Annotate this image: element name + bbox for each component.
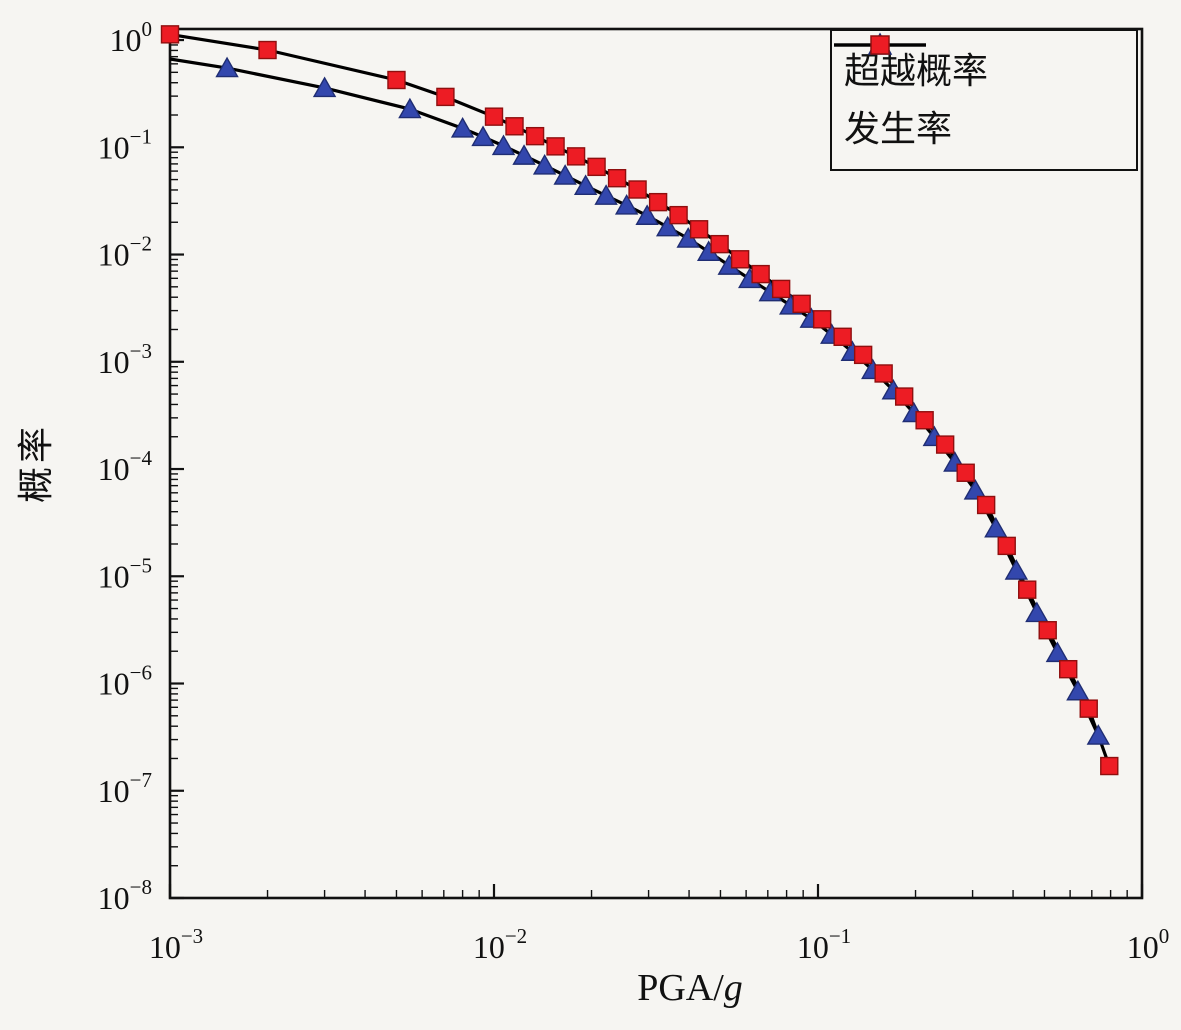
rate-square-marker bbox=[387, 70, 406, 90]
exceedance-triangle-marker bbox=[1045, 641, 1070, 663]
rate-square-marker bbox=[628, 180, 647, 199]
exceedance-triangle-marker bbox=[553, 164, 577, 185]
x-tick-label: 10−1 bbox=[797, 924, 851, 965]
exceedance-triangle-marker bbox=[512, 144, 536, 165]
rate-square-marker bbox=[751, 264, 770, 284]
exceedance-triangle-marker bbox=[594, 184, 618, 205]
rate-square-marker bbox=[607, 168, 627, 188]
x-axis-title-text: PGA/ bbox=[637, 967, 724, 1009]
exceedance-triangle-marker bbox=[1086, 724, 1111, 745]
exceedance-triangle-marker bbox=[471, 125, 495, 147]
rate-square-marker bbox=[976, 495, 996, 515]
exceedance-triangle-marker bbox=[984, 516, 1008, 538]
rate-square-marker bbox=[689, 220, 709, 239]
y-tick-label: 10−8 bbox=[98, 875, 152, 916]
exceedance-triangle-marker bbox=[450, 116, 475, 138]
rate-square-marker bbox=[1038, 621, 1057, 640]
rate-square-marker bbox=[505, 117, 524, 136]
rate-square-marker bbox=[833, 327, 852, 346]
rate-square-marker bbox=[894, 387, 914, 406]
exceedance-triangle-marker bbox=[635, 204, 659, 225]
rate-square-marker bbox=[566, 147, 586, 166]
rate-square-marker bbox=[874, 364, 893, 383]
exceedance-triangle-marker bbox=[963, 479, 988, 500]
rate-square-marker bbox=[812, 310, 832, 329]
rate-square-marker bbox=[436, 87, 455, 107]
exceedance-triangle-marker bbox=[398, 97, 422, 119]
y-axis-title: 概率 bbox=[16, 423, 56, 504]
y-tick-label: 10−1 bbox=[98, 124, 152, 165]
rate-square-marker bbox=[1100, 756, 1119, 776]
exceedance-triangle-marker bbox=[1025, 601, 1049, 623]
exceedance-triangle-marker bbox=[491, 134, 516, 156]
exceedance-triangle-marker bbox=[1004, 559, 1029, 580]
y-tick-label: 100 bbox=[110, 17, 153, 58]
plot-border bbox=[168, 27, 1144, 900]
exceedance-triangle-marker bbox=[532, 153, 557, 175]
rate-square-marker bbox=[669, 205, 688, 225]
x-tick-label: 10−3 bbox=[149, 924, 203, 965]
rate-square-marker bbox=[997, 536, 1016, 556]
x-axis-title: PGA/g bbox=[540, 966, 840, 1010]
legend-label-exceedance: 超越概率 bbox=[844, 51, 989, 91]
x-axis-title-symbol: g bbox=[723, 967, 743, 1009]
y-tick-label: 10−7 bbox=[98, 768, 152, 809]
y-tick-label: 10−3 bbox=[98, 339, 152, 380]
rate-square-marker bbox=[1079, 699, 1098, 718]
x-tick-label: 100 bbox=[1127, 924, 1170, 965]
rate-square-marker bbox=[935, 435, 955, 454]
rate-square-marker bbox=[587, 157, 606, 177]
rate-square-marker bbox=[771, 279, 791, 299]
y-tick-label: 10−2 bbox=[98, 232, 152, 273]
exceedance-triangle-marker bbox=[655, 215, 680, 237]
exceedance-triangle-marker bbox=[1066, 679, 1090, 701]
exceedance-triangle-marker bbox=[614, 194, 639, 215]
rate-square-marker bbox=[710, 234, 729, 254]
exceedance-triangle-marker bbox=[215, 56, 239, 78]
rate-square-marker bbox=[1059, 659, 1078, 679]
rate-square-marker bbox=[648, 192, 668, 212]
y-tick-label: 10−5 bbox=[98, 553, 152, 594]
rate-square-marker bbox=[546, 137, 565, 156]
rate-square-marker bbox=[525, 126, 545, 146]
rate-square-marker bbox=[730, 250, 750, 269]
legend-label-rate: 发生率 bbox=[844, 109, 953, 149]
rate-square-marker bbox=[160, 25, 180, 44]
rate-square-marker bbox=[258, 40, 277, 60]
legend: 超越概率 发生率 bbox=[830, 29, 1138, 171]
legend-square-marker-icon bbox=[834, 35, 926, 55]
rate-square-marker bbox=[484, 107, 504, 126]
y-tick-label: 10−4 bbox=[98, 446, 153, 487]
x-tick-label: 10−2 bbox=[473, 924, 527, 965]
rate-square-marker bbox=[853, 345, 873, 365]
rate-square-marker bbox=[1018, 580, 1037, 599]
exceedance-triangle-marker bbox=[312, 76, 337, 98]
rate-square-marker bbox=[915, 411, 934, 430]
rate-square-marker bbox=[956, 463, 975, 482]
legend-item-rate: 发生率 bbox=[834, 35, 1136, 149]
y-tick-label: 10−6 bbox=[98, 661, 152, 702]
exceedance-triangle-marker bbox=[573, 174, 598, 196]
rate-square-marker bbox=[792, 294, 811, 314]
